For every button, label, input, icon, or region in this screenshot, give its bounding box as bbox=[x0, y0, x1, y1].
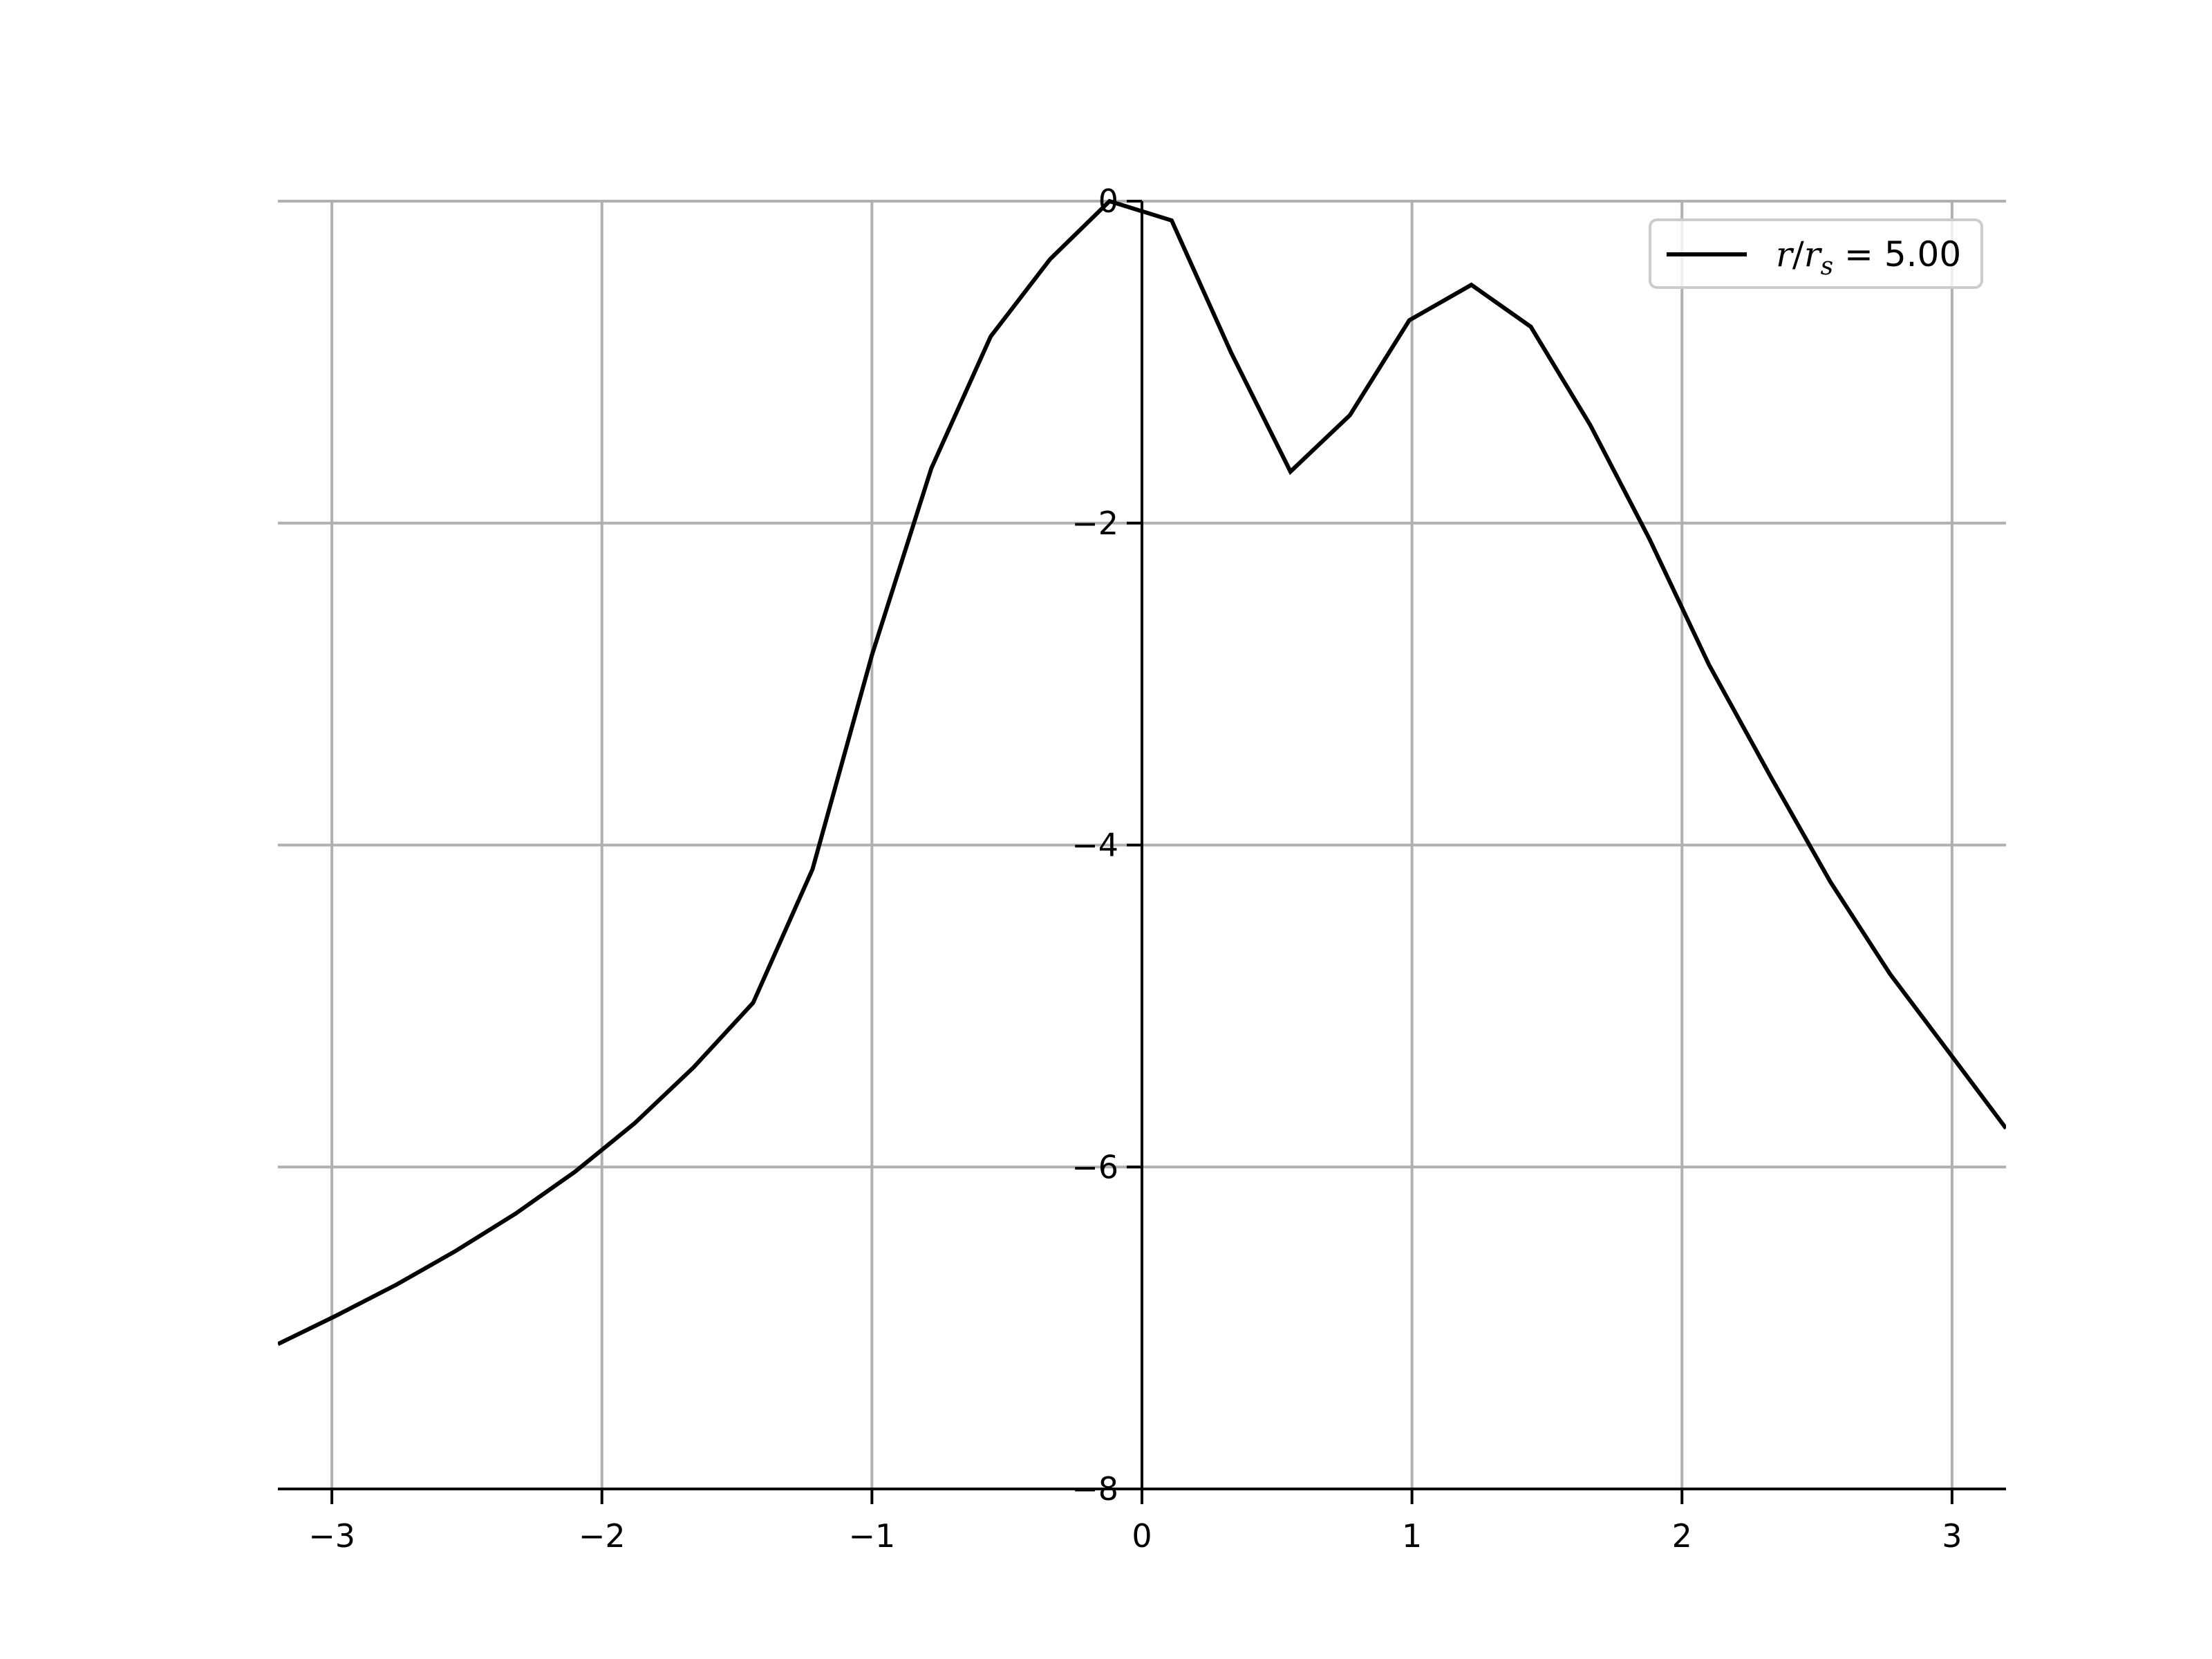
y-tick-label: −6 bbox=[1071, 1148, 1118, 1185]
x-tick-label: 3 bbox=[1942, 1517, 1962, 1555]
x-tick-label: −2 bbox=[579, 1517, 626, 1555]
y-tick-label: −8 bbox=[1071, 1470, 1118, 1508]
legend-label: r/rs = 5.00 bbox=[1776, 234, 1961, 281]
y-tick-label: −2 bbox=[1071, 505, 1118, 542]
series-line bbox=[278, 198, 2006, 1347]
axes bbox=[278, 200, 2006, 1504]
x-tick-label: −3 bbox=[308, 1517, 355, 1555]
tick-labels: −3 −2 −1 0 1 2 3 0 −2 −4 −6 −8 bbox=[308, 182, 1962, 1555]
legend: r/rs = 5.00 bbox=[1649, 218, 1983, 289]
x-tick-label: 0 bbox=[1132, 1517, 1152, 1555]
y-tick-label: 0 bbox=[1098, 182, 1118, 220]
y-tick-label: −4 bbox=[1071, 827, 1118, 864]
series bbox=[278, 198, 2006, 1347]
x-tick-label: 2 bbox=[1672, 1517, 1692, 1555]
legend-box bbox=[1649, 218, 1983, 289]
x-tick-label: 1 bbox=[1402, 1517, 1422, 1555]
x-tick-label: −1 bbox=[848, 1517, 895, 1555]
